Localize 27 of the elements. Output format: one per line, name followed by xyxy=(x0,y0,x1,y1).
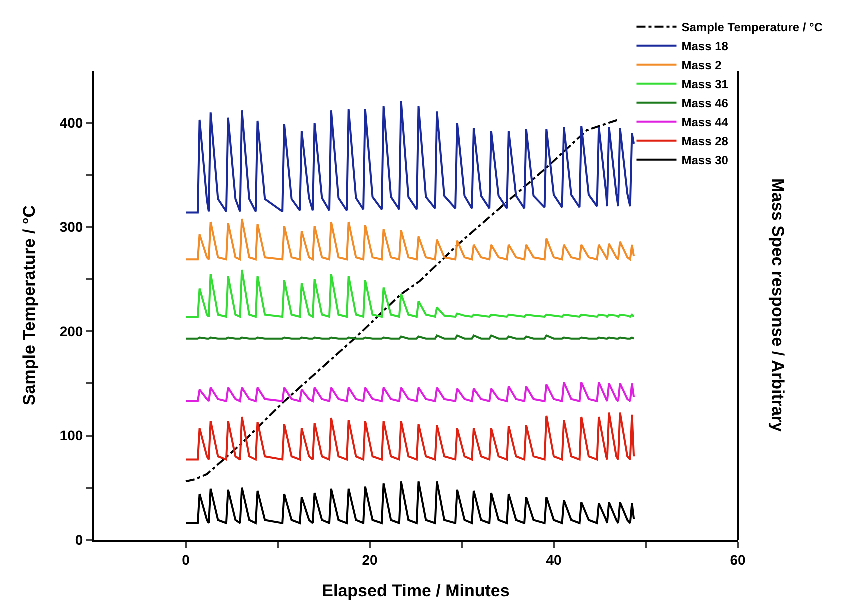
line-series xyxy=(185,269,636,318)
legend-label: Mass 31 xyxy=(682,78,729,92)
line-series xyxy=(185,480,636,524)
line-series xyxy=(185,118,620,483)
x-tick-label: 40 xyxy=(546,552,562,568)
y-tick-label: 300 xyxy=(60,219,84,236)
y-tick-label: 100 xyxy=(60,428,84,444)
legend-label: Mass 30 xyxy=(682,154,729,168)
line-series xyxy=(185,100,636,214)
line-series xyxy=(185,218,636,261)
legend-label: Sample Temperature / °C xyxy=(682,20,824,35)
legend-label: Mass 44 xyxy=(682,116,729,130)
x-tick-label: 0 xyxy=(182,552,190,568)
line-series xyxy=(185,382,636,402)
legend-label: Mass 28 xyxy=(682,134,729,149)
x-tick-label: 60 xyxy=(730,552,746,568)
y-axis-title: Sample Temperature / °C xyxy=(20,205,39,406)
legend-label: Mass 46 xyxy=(682,96,729,111)
y2-axis-title: Mass Spec response / Arbitrary xyxy=(768,178,788,433)
y-tick-label: 400 xyxy=(60,115,84,132)
y-tick-label: 200 xyxy=(60,323,84,340)
legend-label: Mass 2 xyxy=(682,58,722,73)
x-tick-label: 20 xyxy=(362,552,378,568)
x-axis-title: Elapsed Time / Minutes xyxy=(322,582,510,601)
y-tick-label: 0 xyxy=(75,532,84,548)
line-series xyxy=(185,412,636,461)
legend-label: Mass 18 xyxy=(682,40,729,54)
